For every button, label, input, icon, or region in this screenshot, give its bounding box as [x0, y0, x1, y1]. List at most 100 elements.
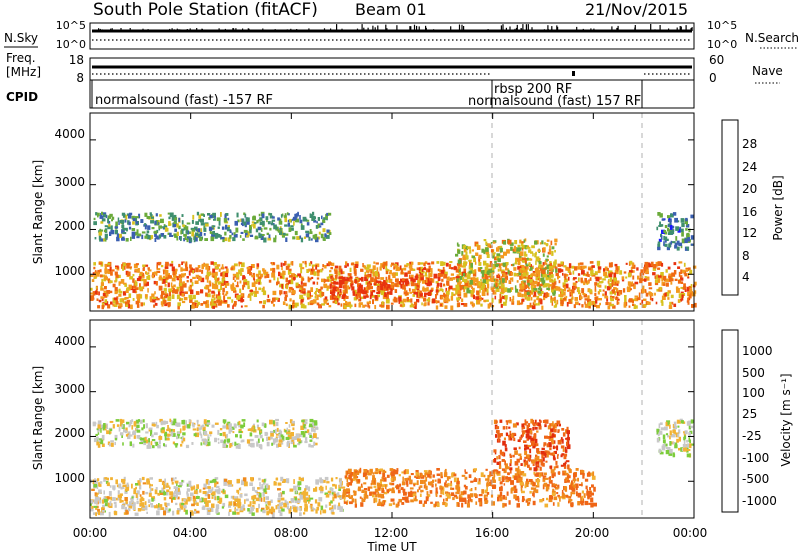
- power-cell: [420, 274, 424, 278]
- velocity-cell: [94, 492, 97, 497]
- power-cell: [345, 301, 348, 306]
- power-cell: [305, 262, 307, 268]
- nsky-spike: [527, 24, 529, 31]
- velocity-cell: [227, 480, 232, 485]
- power-cell: [690, 243, 694, 246]
- power-cell: [243, 281, 247, 285]
- velocity-panel: 4000 3000 2000 1000 Slant Range [km]: [31, 319, 695, 519]
- power-cell: [669, 301, 672, 307]
- power-cell: [382, 286, 387, 291]
- power-cell: [291, 277, 293, 282]
- velocity-cell: [536, 430, 539, 433]
- power-cell: [657, 241, 661, 244]
- power-cell: [94, 237, 97, 240]
- power-cell: [602, 289, 605, 292]
- power-cell: [360, 296, 364, 299]
- velocity-cell: [577, 501, 581, 506]
- power-cell: [656, 288, 660, 292]
- power-cell: [203, 233, 206, 236]
- velocity-cell: [524, 484, 527, 489]
- power-cell: [564, 286, 567, 292]
- velocity-cell: [193, 511, 197, 514]
- power-cell: [99, 274, 103, 278]
- power-cell: [551, 274, 554, 278]
- velocity-cell: [293, 506, 297, 512]
- velocity-cell: [109, 431, 112, 434]
- power-cell: [101, 278, 104, 284]
- velocity-cell: [383, 491, 388, 495]
- power-cell: [657, 267, 661, 270]
- power-cell: [427, 302, 430, 306]
- power-cell: [136, 269, 140, 273]
- velocity-cell: [331, 511, 335, 515]
- power-cell: [272, 290, 277, 296]
- velocity-cell: [125, 434, 129, 437]
- velocity-cell: [173, 494, 177, 497]
- power-cell: [360, 289, 365, 294]
- velocity-cell: [250, 506, 254, 511]
- power-cell: [435, 294, 437, 299]
- power-cell: [173, 284, 176, 288]
- velocity-cell: [133, 435, 136, 439]
- velocity-cell: [202, 505, 206, 510]
- power-cell: [563, 278, 568, 283]
- velocity-cell: [588, 495, 592, 498]
- power-cell: [205, 292, 208, 297]
- nsky-spike: [142, 28, 144, 31]
- power-cell: [180, 230, 183, 235]
- velocity-cell: [549, 495, 554, 500]
- power-cell: [124, 284, 128, 287]
- power-cell: [551, 250, 554, 256]
- power-cell: [619, 270, 623, 275]
- power-cell: [299, 285, 304, 289]
- nsky-spike: [679, 26, 681, 31]
- nsky-spike: [691, 27, 693, 31]
- velocity-cell: [148, 492, 152, 497]
- velocity-cell: [402, 476, 404, 482]
- velocity-cell: [191, 442, 194, 445]
- power-cell: [334, 270, 338, 274]
- power-cell: [314, 295, 317, 299]
- power-cell: [322, 219, 326, 223]
- velocity-cell: [474, 487, 477, 491]
- power-cell: [104, 299, 108, 303]
- power-cell: [172, 288, 175, 291]
- power-cell: [565, 266, 569, 271]
- velocity-cell: [401, 502, 405, 505]
- velocity-cell: [365, 472, 368, 476]
- power-cell: [304, 218, 308, 221]
- velocity-cell: [396, 485, 400, 490]
- power-cell: [680, 218, 685, 223]
- power-cell: [661, 301, 664, 306]
- power-cell: [468, 270, 473, 274]
- power-cell: [571, 296, 574, 300]
- power-cell: [540, 291, 544, 294]
- power-cell: [374, 295, 377, 299]
- power-cell: [681, 296, 684, 301]
- power-cell: [614, 287, 617, 290]
- power-cell: [146, 272, 148, 275]
- power-cell: [687, 292, 691, 297]
- power-cell: [661, 262, 664, 267]
- power-cell: [208, 289, 211, 293]
- velocity-cell: [235, 503, 240, 507]
- velocity-cell: [231, 426, 235, 430]
- power-cell: [272, 304, 275, 307]
- velocity-cell: [163, 510, 166, 516]
- velocity-cell: [392, 477, 395, 482]
- velocity-cell: [568, 475, 571, 479]
- power-cell: [450, 273, 454, 276]
- power-cell: [348, 286, 351, 290]
- power-cell: [125, 214, 128, 220]
- power-cbar-tick-4: 4: [742, 270, 750, 284]
- velocity-cell: [470, 488, 473, 492]
- velocity-cell: [423, 479, 426, 484]
- power-cell: [688, 285, 692, 289]
- power-cell: [300, 288, 304, 294]
- power-cell: [93, 221, 97, 226]
- power-cell: [476, 290, 480, 296]
- power-cell: [659, 286, 662, 291]
- velocity-cell: [215, 508, 219, 514]
- power-cell: [512, 248, 515, 252]
- power-cell: [648, 282, 652, 286]
